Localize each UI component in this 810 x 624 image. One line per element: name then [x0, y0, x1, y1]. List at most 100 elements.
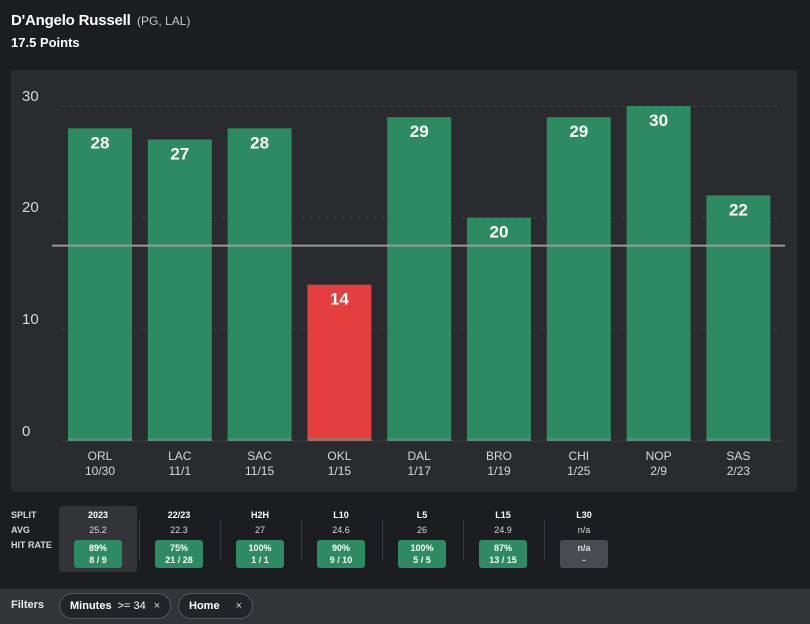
filter-chip-name: Minutes: [70, 600, 112, 612]
y-tick-label: 30: [22, 88, 39, 105]
filter-chip-operator: >= 34: [117, 600, 146, 612]
hit-rate-badge: 90% 9 / 10: [317, 540, 365, 568]
x-tick-date: 1/25: [567, 464, 591, 478]
split-column-h2h[interactable]: H2H 27 100% 1 / 1: [221, 506, 299, 572]
y-tick-label: 20: [22, 199, 39, 216]
hit-rate-ratio: 13 / 15: [489, 555, 517, 565]
bar-okl[interactable]: [307, 284, 372, 441]
hit-rate-pct: n/a: [577, 543, 591, 553]
hit-rate-badge: 89% 8 / 9: [74, 540, 122, 568]
bar-chi[interactable]: [546, 117, 611, 441]
split-column-2023[interactable]: 2023 25.2 89% 8 / 9: [59, 506, 137, 572]
hit-rate-badge: n/a -: [560, 540, 608, 568]
split-avg: 24.6: [332, 525, 350, 535]
bar-value-label: 29: [569, 122, 588, 141]
split-label: SPLIT: [11, 510, 37, 520]
split-avg: n/a: [577, 525, 591, 535]
bar-value-label: 14: [330, 290, 349, 309]
bar-bro[interactable]: [467, 217, 531, 441]
split-period: L10: [333, 510, 349, 520]
bar-baseline: [227, 438, 292, 441]
split-divider: [382, 520, 383, 560]
x-tick-date: 10/30: [85, 464, 115, 478]
filter-chip-home[interactable]: Home ×: [178, 593, 253, 619]
x-tick-team: SAS: [726, 449, 750, 463]
split-row-labels: SPLIT AVG HIT RATE: [11, 508, 52, 553]
hit-rate-pct: 100%: [410, 543, 434, 553]
filter-chip-name: Home: [189, 600, 220, 612]
hit-rate-ratio: -: [582, 555, 586, 565]
bar-baseline: [68, 438, 132, 441]
bar-dal[interactable]: [387, 117, 452, 441]
split-avg: 25.2: [89, 525, 107, 535]
split-period: 2023: [87, 510, 109, 520]
split-avg: 22.3: [170, 525, 188, 535]
bar-value-label: 20: [490, 223, 509, 242]
bar-baseline: [546, 438, 611, 441]
bar-sac[interactable]: [227, 128, 292, 442]
filters-bar: Filters Minutes >= 34 × Home ×: [0, 589, 810, 624]
split-column-l15[interactable]: L15 24.9 87% 13 / 15: [464, 506, 542, 572]
prop-line-value: 17.5: [11, 35, 37, 50]
x-tick-date: 2/23: [727, 464, 751, 478]
split-divider: [544, 520, 545, 560]
close-icon[interactable]: ×: [153, 600, 161, 612]
x-tick-date: 11/1: [169, 464, 192, 478]
split-period: H2H: [250, 510, 269, 520]
split-divider: [301, 520, 302, 560]
hit-rate-badge: 100% 5 / 5: [398, 540, 446, 568]
split-column-l10[interactable]: L10 24.6 90% 9 / 10: [302, 506, 380, 572]
filter-chip-minutes[interactable]: Minutes >= 34 ×: [59, 593, 172, 619]
x-tick-team: LAC: [168, 449, 192, 463]
x-tick-date: 1/19: [487, 464, 511, 478]
player-name[interactable]: D'Angelo Russell: [11, 12, 131, 29]
hit-rate-label: HIT RATE: [11, 540, 52, 550]
x-tick-team: BRO: [486, 449, 512, 463]
x-tick-date: 1/17: [408, 464, 432, 478]
split-avg: 27: [254, 525, 265, 535]
hit-rate-ratio: 9 / 10: [329, 555, 353, 565]
hit-rate-pct: 87%: [493, 543, 512, 553]
hit-rate-ratio: 1 / 1: [251, 555, 269, 565]
hit-rate-ratio: 8 / 9: [89, 555, 107, 565]
split-period: 22/23: [167, 510, 191, 520]
x-tick-team: DAL: [408, 449, 432, 463]
x-tick-team: SAC: [247, 449, 272, 463]
bar-baseline: [147, 438, 212, 441]
split-period: L30: [576, 510, 592, 520]
bar-baseline: [626, 438, 691, 441]
x-tick-team: OKL: [327, 449, 351, 463]
x-tick-date: 11/15: [245, 464, 274, 478]
hit-rate-pct: 100%: [248, 543, 272, 553]
prop-line-unit: Points: [39, 35, 80, 50]
split-period: L5: [416, 510, 428, 520]
bar-value-label: 28: [250, 133, 269, 152]
bar-baseline: [706, 438, 771, 441]
hit-rate-badge: 100% 1 / 1: [236, 540, 284, 568]
split-column-l5[interactable]: L5 26 100% 5 / 5: [383, 506, 461, 572]
x-tick-date: 2/9: [650, 464, 667, 478]
split-column-l30[interactable]: L30 n/a n/a -: [545, 506, 623, 572]
hit-rate-pct: 75%: [169, 543, 188, 553]
bar-value-label: 29: [410, 122, 429, 141]
bar-baseline: [387, 438, 452, 441]
bar-value-label: 30: [649, 111, 668, 130]
hit-rate-pct: 89%: [88, 543, 107, 553]
x-tick-team: NOP: [646, 449, 672, 463]
bar-value-label: 27: [170, 145, 189, 164]
split-divider: [463, 520, 464, 560]
bar-nop[interactable]: [626, 106, 691, 441]
split-divider: [220, 520, 221, 560]
split-divider: [139, 520, 140, 560]
avg-label: AVG: [11, 525, 30, 535]
bar-lac[interactable]: [147, 139, 212, 442]
bar-orl[interactable]: [68, 128, 132, 442]
hit-rate-ratio: 21 / 28: [165, 555, 193, 565]
split-column-22-23[interactable]: 22/23 22.3 75% 21 / 28: [140, 506, 218, 572]
bar-sas[interactable]: [706, 195, 771, 441]
x-tick-date: 1/15: [328, 464, 352, 478]
bar-value-label: 22: [729, 200, 748, 219]
close-icon[interactable]: ×: [235, 600, 242, 612]
splits-table: SPLIT AVG HIT RATE 2023 25.2 89% 8 / 9 22/23…: [0, 500, 810, 580]
player-header: D'Angelo Russell (PG, LAL) 17.5 Points: [11, 12, 190, 50]
